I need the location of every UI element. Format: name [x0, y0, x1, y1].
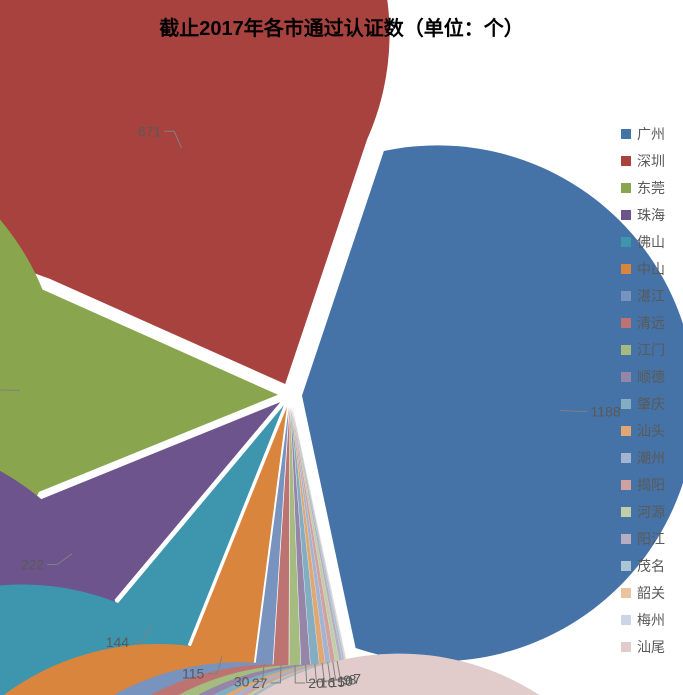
- legend-label: 肇庆: [637, 394, 665, 414]
- legend-swatch: [621, 642, 631, 652]
- data-label: 27: [252, 675, 268, 691]
- legend-label: 茂名: [637, 556, 665, 576]
- data-label: 7: [353, 671, 361, 687]
- legend-swatch: [621, 561, 631, 571]
- legend-label: 梅州: [637, 610, 665, 630]
- data-label: 222: [21, 557, 45, 573]
- data-label: 144: [106, 634, 130, 650]
- legend-label: 广州: [637, 124, 665, 144]
- legend-item: 珠海: [621, 201, 665, 228]
- legend-item: 肇庆: [621, 390, 665, 417]
- legend-label: 汕尾: [637, 637, 665, 657]
- legend-swatch: [621, 291, 631, 301]
- legend-swatch: [621, 615, 631, 625]
- legend-item: 潮州: [621, 444, 665, 471]
- data-label: 1188: [591, 403, 621, 419]
- legend-swatch: [621, 453, 631, 463]
- legend-swatch: [621, 318, 631, 328]
- legend-swatch: [621, 534, 631, 544]
- legend-swatch: [621, 183, 631, 193]
- legend-item: 韶关: [621, 579, 665, 606]
- legend-label: 江门: [637, 340, 665, 360]
- legend-item: 湛江: [621, 282, 665, 309]
- data-label: 115: [182, 666, 205, 682]
- legend-item: 清远: [621, 309, 665, 336]
- legend-item: 阳江: [621, 525, 665, 552]
- legend-swatch: [621, 345, 631, 355]
- legend-item: 汕头: [621, 417, 665, 444]
- legend-label: 佛山: [637, 232, 665, 252]
- legend-label: 中山: [637, 259, 665, 279]
- legend-swatch: [621, 210, 631, 220]
- legend-item: 东莞: [621, 174, 665, 201]
- legend-item: 中山: [621, 255, 665, 282]
- legend-label: 河源: [637, 502, 665, 522]
- legend-item: 佛山: [621, 228, 665, 255]
- legend-label: 汕头: [637, 421, 665, 441]
- legend-label: 东莞: [637, 178, 665, 198]
- legend: 广州深圳东莞珠海佛山中山湛江清远江门顺德肇庆汕头潮州揭阳河源阳江茂名韶关梅州汕尾: [621, 120, 665, 660]
- data-label: 30: [234, 674, 250, 690]
- legend-swatch: [621, 237, 631, 247]
- legend-item: 汕尾: [621, 633, 665, 660]
- legend-item: 江门: [621, 336, 665, 363]
- legend-item: 广州: [621, 120, 665, 147]
- legend-label: 深圳: [637, 151, 665, 171]
- legend-swatch: [621, 264, 631, 274]
- legend-swatch: [621, 156, 631, 166]
- legend-label: 珠海: [637, 205, 665, 225]
- legend-label: 韶关: [637, 583, 665, 603]
- data-label: 671: [138, 123, 162, 139]
- legend-swatch: [621, 480, 631, 490]
- legend-item: 河源: [621, 498, 665, 525]
- legend-swatch: [621, 129, 631, 139]
- legend-item: 顺德: [621, 363, 665, 390]
- legend-label: 顺德: [637, 367, 665, 387]
- legend-swatch: [621, 399, 631, 409]
- legend-item: 茂名: [621, 552, 665, 579]
- legend-label: 揭阳: [637, 475, 665, 495]
- legend-label: 湛江: [637, 286, 665, 306]
- chart-title: 截止2017年各市通过认证数（单位：个）: [0, 12, 683, 41]
- legend-swatch: [621, 426, 631, 436]
- legend-label: 清远: [637, 313, 665, 333]
- legend-swatch: [621, 372, 631, 382]
- pie-chart: 1188671367222144115302720161510987: [0, 0, 683, 695]
- legend-label: 潮州: [637, 448, 665, 468]
- chart-container: 截止2017年各市通过认证数（单位：个） 1188671367222144115…: [0, 0, 683, 695]
- legend-swatch: [621, 588, 631, 598]
- legend-label: 阳江: [637, 529, 665, 549]
- legend-item: 揭阳: [621, 471, 665, 498]
- legend-swatch: [621, 507, 631, 517]
- legend-item: 深圳: [621, 147, 665, 174]
- legend-item: 梅州: [621, 606, 665, 633]
